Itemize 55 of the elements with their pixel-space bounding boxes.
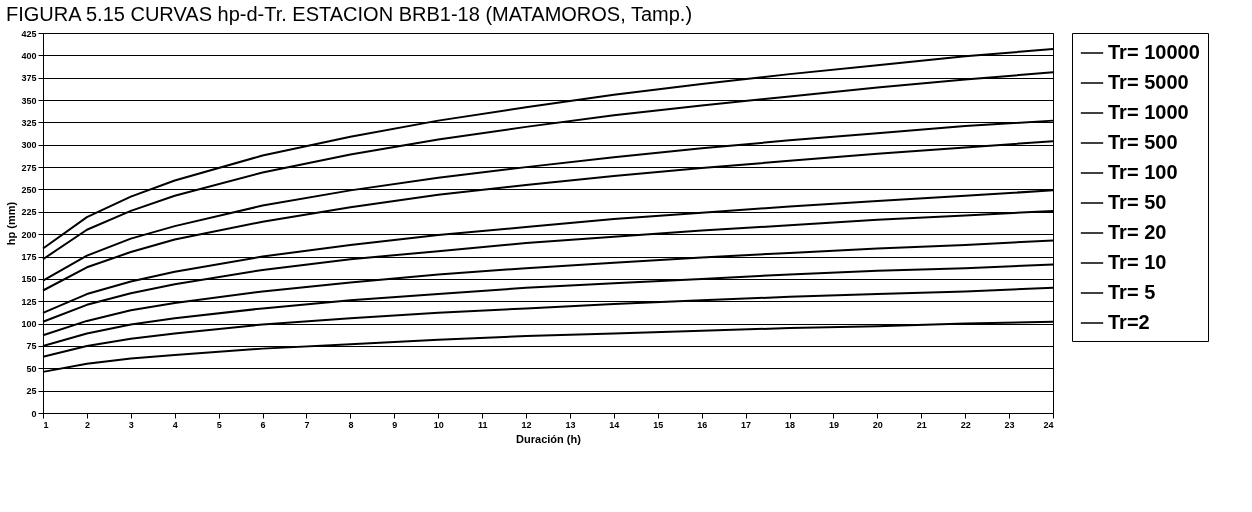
x-tick-label: 8 — [348, 419, 354, 430]
legend-label: Tr= 100 — [1108, 161, 1178, 183]
x-tick-label: 16 — [697, 419, 708, 430]
legend-label: Tr= 20 — [1108, 221, 1167, 243]
x-tick-label: 24 — [1043, 419, 1054, 430]
y-tick-label: 325 — [21, 117, 37, 128]
y-tick-label: 25 — [26, 386, 37, 397]
y-tick-label: 350 — [21, 95, 37, 106]
x-tick-label: 3 — [128, 419, 134, 430]
y-tick-label: 225 — [21, 207, 37, 218]
x-tick-label: 7 — [304, 419, 310, 430]
x-tick-label: 9 — [392, 419, 398, 430]
chart-title: FIGURA 5.15 CURVAS hp-d-Tr. ESTACION BRB1-18 (MATAMOROS, Tamp.) — [5, 3, 693, 25]
y-tick-label: 100 — [21, 319, 37, 330]
legend-label: Tr= 500 — [1108, 131, 1178, 153]
y-tick-label: 50 — [26, 363, 37, 374]
legend-label: Tr= 10000 — [1108, 41, 1200, 63]
legend-label: Tr= 5000 — [1108, 71, 1189, 93]
legend-label: Tr= 50 — [1108, 191, 1167, 213]
y-tick-label: 400 — [21, 50, 37, 61]
y-tick-label: 250 — [21, 184, 37, 195]
y-tick-label: 175 — [21, 252, 37, 263]
x-tick-label: 6 — [260, 419, 266, 430]
x-axis-title: Duración (h) — [516, 432, 582, 445]
x-tick-label: 15 — [653, 419, 664, 430]
y-tick-label: 75 — [26, 341, 37, 352]
x-tick-label: 21 — [916, 419, 927, 430]
legend-label: Tr=2 — [1108, 311, 1150, 333]
y-axis-title: hp (mm) — [5, 201, 18, 246]
y-tick-label: 425 — [21, 28, 37, 39]
y-tick-label: 125 — [21, 296, 37, 307]
x-tick-label: 10 — [433, 419, 444, 430]
y-tick-label: 200 — [21, 229, 37, 240]
y-tick-label: 300 — [21, 140, 37, 151]
y-tick-label: 150 — [21, 274, 37, 285]
x-tick-label: 17 — [741, 419, 752, 430]
x-tick-label: 2 — [84, 419, 90, 430]
legend-label: Tr= 10 — [1108, 251, 1167, 273]
x-tick-label: 14 — [609, 419, 620, 430]
x-tick-label: 11 — [477, 419, 488, 430]
x-tick-label: 20 — [872, 419, 883, 430]
x-tick-label: 22 — [960, 419, 971, 430]
x-tick-label: 19 — [828, 419, 839, 430]
legend-label: Tr= 5 — [1108, 281, 1156, 303]
x-tick-label: 5 — [216, 419, 222, 430]
legend-label: Tr= 1000 — [1108, 101, 1189, 123]
x-tick-label: 4 — [172, 419, 178, 430]
y-tick-label: 275 — [21, 162, 37, 173]
y-tick-label: 0 — [31, 408, 37, 419]
y-tick-label: 375 — [21, 73, 37, 84]
x-tick-label: 1 — [43, 419, 49, 430]
x-tick-label: 23 — [1004, 419, 1015, 430]
x-tick-label: 12 — [521, 419, 532, 430]
x-tick-label: 13 — [565, 419, 576, 430]
x-tick-label: 18 — [785, 419, 796, 430]
